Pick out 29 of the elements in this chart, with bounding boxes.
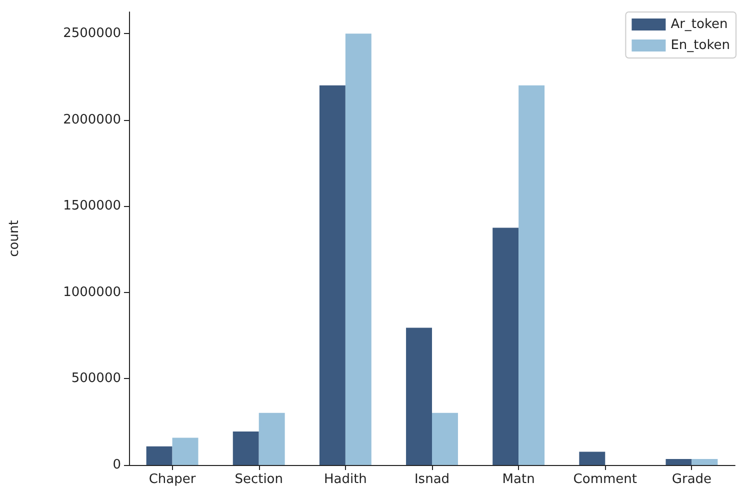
y-tick-label: 1000000 bbox=[63, 284, 121, 300]
bar bbox=[172, 438, 198, 465]
bar bbox=[345, 34, 372, 465]
bar bbox=[492, 228, 519, 465]
y-tick-label: 1500000 bbox=[63, 198, 121, 214]
x-tick-label: Grade bbox=[672, 472, 712, 487]
legend-label: En_token bbox=[670, 38, 730, 53]
x-tick-label: Section bbox=[234, 472, 284, 487]
bar bbox=[232, 432, 259, 465]
legend-label: Ar_token bbox=[670, 17, 728, 32]
bar bbox=[319, 85, 346, 465]
bar bbox=[666, 458, 692, 465]
bar bbox=[258, 412, 285, 465]
x-tick-label: Isnad bbox=[414, 472, 450, 487]
x-tick-label: Chaper bbox=[148, 472, 196, 487]
bar bbox=[432, 412, 458, 465]
y-axis-title: count bbox=[7, 220, 22, 257]
x-tick-label: Comment bbox=[573, 472, 637, 487]
bar bbox=[146, 446, 172, 465]
y-tick-label: 500000 bbox=[71, 371, 121, 386]
bar bbox=[692, 458, 718, 465]
bar bbox=[518, 85, 545, 465]
y-tick-label: 2000000 bbox=[63, 112, 121, 128]
bar bbox=[406, 328, 432, 465]
y-tick-label: 2500000 bbox=[63, 26, 121, 42]
y-tick-label: 0 bbox=[112, 458, 121, 472]
x-tick-label: Matn bbox=[502, 472, 535, 487]
bar bbox=[579, 452, 606, 465]
x-tick-label: Hadith bbox=[324, 472, 367, 487]
